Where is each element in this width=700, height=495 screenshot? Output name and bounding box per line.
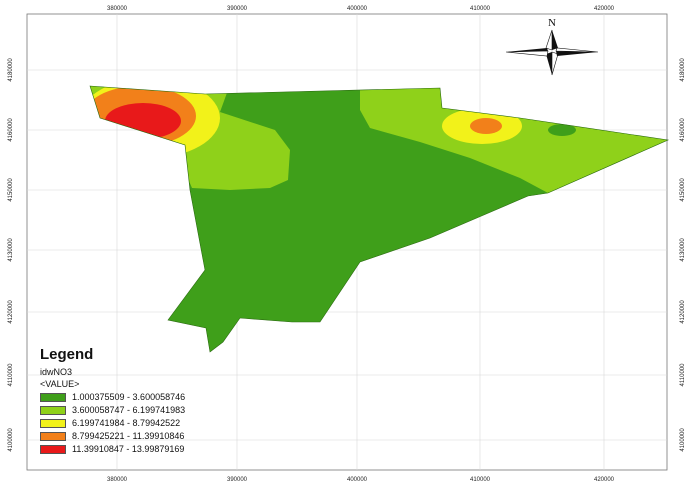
- north-label: N: [548, 17, 556, 29]
- legend-title: Legend: [40, 346, 94, 363]
- y-tick-label: 4150000: [8, 178, 14, 202]
- x-tick-label: 410000: [470, 6, 491, 12]
- x-tick-label: 400000: [347, 477, 368, 483]
- legend-item: 1.000375509 - 3.600058746: [40, 391, 270, 403]
- legend-swatch: [40, 444, 66, 454]
- legend-range-label: 8.799425221 - 11.39910846: [72, 431, 185, 441]
- x-ticks-top: 380000 390000 400000 410000 420000: [107, 6, 615, 12]
- class-1-spot-east: [548, 124, 576, 136]
- y-tick-label: 4120000: [680, 300, 686, 324]
- legend-swatch: [40, 405, 66, 415]
- y-tick-label: 4110000: [8, 363, 14, 387]
- y-tick-label: 4150000: [680, 178, 686, 202]
- x-tick-label: 390000: [227, 6, 248, 12]
- legend-range-label: 3.600058747 - 6.199741983: [72, 405, 186, 415]
- y-tick-label: 4100000: [8, 428, 14, 452]
- legend-range-label: 11.39910847 - 13.99879169: [72, 444, 185, 454]
- y-tick-label: 4120000: [8, 300, 14, 324]
- x-ticks-bottom: 380000 390000 400000 410000 420000: [107, 477, 615, 483]
- y-tick-label: 4160000: [680, 118, 686, 142]
- legend-item: 11.39910847 - 13.99879169: [40, 443, 270, 455]
- x-tick-label: 410000: [470, 477, 491, 483]
- legend-field-name: <VALUE>: [40, 379, 80, 389]
- x-tick-label: 380000: [107, 6, 128, 12]
- north-arrow: N: [505, 17, 599, 76]
- legend-layer-name: idwNO3: [40, 367, 73, 377]
- study-area-outline: [89, 85, 670, 353]
- legend-swatch: [40, 431, 66, 441]
- x-tick-label: 420000: [594, 477, 615, 483]
- legend-item: 8.799425221 - 11.39910846: [40, 430, 270, 442]
- legend-swatch: [40, 418, 66, 428]
- legend: Legend idwNO3 <VALUE> 1.000375509 - 3.60…: [40, 346, 270, 455]
- class-4-area-east: [470, 118, 502, 134]
- legend-range-label: 1.000375509 - 3.600058746: [72, 392, 186, 402]
- y-tick-label: 4130000: [8, 238, 14, 262]
- y-ticks-right: 4180000 4160000 4150000 4130000 4120000 …: [680, 58, 686, 452]
- x-tick-label: 400000: [347, 6, 368, 12]
- y-ticks-left: 4180000 4160000 4150000 4130000 4120000 …: [8, 58, 14, 452]
- legend-item: 3.600058747 - 6.199741983: [40, 404, 270, 416]
- x-tick-label: 420000: [594, 6, 615, 12]
- y-tick-label: 4130000: [680, 238, 686, 262]
- x-tick-label: 380000: [107, 477, 128, 483]
- legend-swatch: [40, 392, 66, 402]
- y-tick-label: 4180000: [680, 58, 686, 82]
- legend-item: 6.199741984 - 8.79942522: [40, 417, 270, 429]
- y-tick-label: 4160000: [8, 118, 14, 142]
- y-tick-label: 4100000: [680, 428, 686, 452]
- legend-range-label: 6.199741984 - 8.79942522: [72, 418, 181, 428]
- x-tick-label: 390000: [227, 477, 248, 483]
- y-tick-label: 4110000: [680, 363, 686, 387]
- y-tick-label: 4180000: [8, 58, 14, 82]
